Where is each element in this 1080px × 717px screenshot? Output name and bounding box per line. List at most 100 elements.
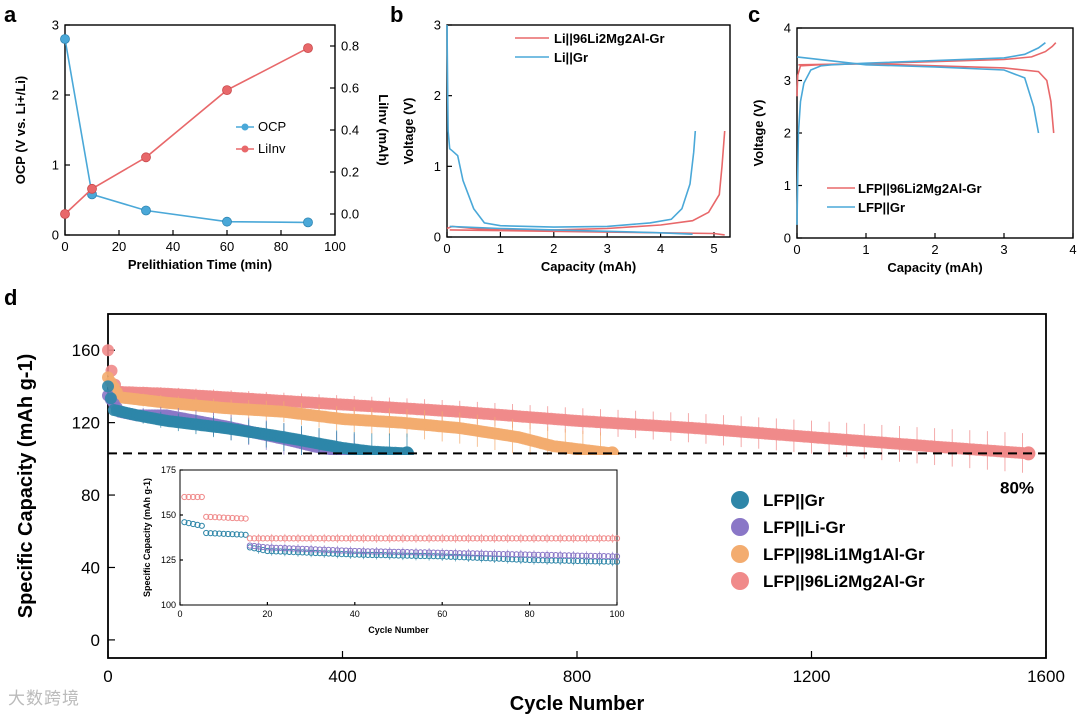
y-tick-label: 160 bbox=[72, 341, 100, 360]
right-y-axis-label: LiInv (mAh) bbox=[376, 94, 391, 166]
data-point bbox=[216, 514, 223, 521]
data-point bbox=[198, 522, 205, 529]
data-point bbox=[373, 535, 380, 542]
x-tick-label: 1600 bbox=[1027, 667, 1065, 686]
data-point bbox=[430, 535, 437, 542]
data-point bbox=[364, 548, 371, 555]
x-tick-label: 60 bbox=[437, 609, 447, 619]
legend-label: Li||96Li2Mg2Al-Gr bbox=[554, 31, 665, 46]
data-point bbox=[104, 392, 117, 405]
x-tick-label: 100 bbox=[324, 239, 346, 254]
data-point bbox=[399, 548, 406, 556]
data-point bbox=[329, 547, 336, 554]
data-point bbox=[522, 551, 529, 558]
y-tick-label: 1 bbox=[434, 159, 441, 174]
data-point bbox=[338, 547, 345, 554]
y-axis-label: OCP (V vs. Li+/Li) bbox=[13, 76, 28, 184]
x-tick-label: 0 bbox=[177, 609, 182, 619]
y-tick-label: 1 bbox=[52, 158, 59, 173]
data-point bbox=[517, 551, 525, 558]
data-point bbox=[277, 548, 284, 555]
data-point bbox=[465, 535, 472, 542]
x-tick-label: 400 bbox=[328, 667, 356, 686]
data-point bbox=[268, 544, 275, 551]
legend-marker bbox=[731, 518, 749, 536]
data-point bbox=[478, 550, 485, 557]
data-point bbox=[264, 544, 271, 551]
data-point bbox=[596, 535, 603, 542]
ocp-point bbox=[222, 216, 232, 227]
legend-marker bbox=[731, 572, 749, 590]
x-tick-label: 1 bbox=[862, 242, 869, 257]
data-point bbox=[434, 535, 441, 542]
data-point bbox=[382, 552, 389, 559]
data-point bbox=[194, 521, 201, 529]
data-point bbox=[500, 535, 507, 542]
data-point bbox=[364, 535, 371, 542]
data-point bbox=[504, 535, 511, 542]
y-axis-label: Specific Capacity (mAh g-1) bbox=[15, 354, 37, 619]
data-point bbox=[259, 547, 267, 554]
data-point bbox=[500, 551, 507, 558]
data-point bbox=[447, 553, 454, 560]
panel-letter-d: d bbox=[4, 285, 17, 310]
data-point bbox=[386, 548, 393, 555]
data-point bbox=[277, 535, 284, 542]
right-y-tick-label: 0.6 bbox=[341, 81, 359, 96]
data-point bbox=[281, 545, 288, 552]
data-point bbox=[360, 548, 367, 555]
data-point bbox=[102, 344, 114, 357]
liinv-point bbox=[87, 183, 97, 194]
y-tick-label: 120 bbox=[72, 414, 100, 433]
data-point bbox=[308, 535, 315, 542]
data-point bbox=[461, 550, 468, 557]
data-point bbox=[207, 513, 214, 521]
data-point bbox=[482, 550, 489, 557]
data-point bbox=[399, 535, 406, 542]
legend-marker bbox=[731, 545, 749, 563]
data-point bbox=[408, 549, 415, 556]
data-point bbox=[377, 535, 385, 542]
ocp-point bbox=[141, 205, 151, 216]
legend-marker bbox=[241, 123, 249, 131]
data-point bbox=[443, 549, 450, 557]
x-tick-label: 5 bbox=[710, 241, 717, 256]
x-tick-label: 4 bbox=[657, 241, 664, 256]
legend-label: LFP||Li-Gr bbox=[763, 518, 846, 537]
panel-d-inset-chart: 0 20 40 60 80 100 100 125 150 175 Cycle Number Spec… bbox=[120, 455, 625, 645]
data-point bbox=[203, 513, 210, 520]
data-point bbox=[203, 529, 210, 537]
data-point bbox=[329, 535, 336, 542]
data-point bbox=[469, 554, 476, 561]
data-point bbox=[430, 553, 437, 560]
data-point bbox=[517, 535, 525, 542]
data-point bbox=[238, 531, 245, 538]
y-tick-label: 2 bbox=[52, 88, 59, 103]
data-point bbox=[220, 514, 227, 521]
data-point bbox=[412, 549, 420, 556]
data-point bbox=[351, 547, 358, 555]
data-point bbox=[233, 531, 240, 538]
data-point bbox=[321, 535, 328, 542]
data-point bbox=[299, 535, 306, 542]
data-point bbox=[395, 548, 402, 556]
data-point bbox=[369, 551, 376, 559]
data-point bbox=[281, 535, 288, 542]
data-point bbox=[185, 520, 192, 527]
y-tick-label: 2 bbox=[434, 88, 441, 103]
data-point bbox=[421, 535, 428, 542]
data-point bbox=[447, 535, 454, 542]
data-point bbox=[574, 535, 581, 542]
data-point bbox=[312, 546, 319, 553]
x-axis-label: Prelithiation Time (min) bbox=[128, 257, 272, 272]
data-point bbox=[181, 493, 188, 501]
data-point bbox=[592, 535, 599, 542]
data-point bbox=[216, 530, 223, 537]
data-point bbox=[198, 493, 205, 501]
data-point bbox=[255, 543, 262, 550]
data-point bbox=[386, 535, 393, 542]
data-point bbox=[570, 535, 577, 542]
data-point bbox=[461, 535, 468, 542]
legend-label: Li||Gr bbox=[554, 50, 588, 65]
data-point bbox=[264, 547, 271, 555]
